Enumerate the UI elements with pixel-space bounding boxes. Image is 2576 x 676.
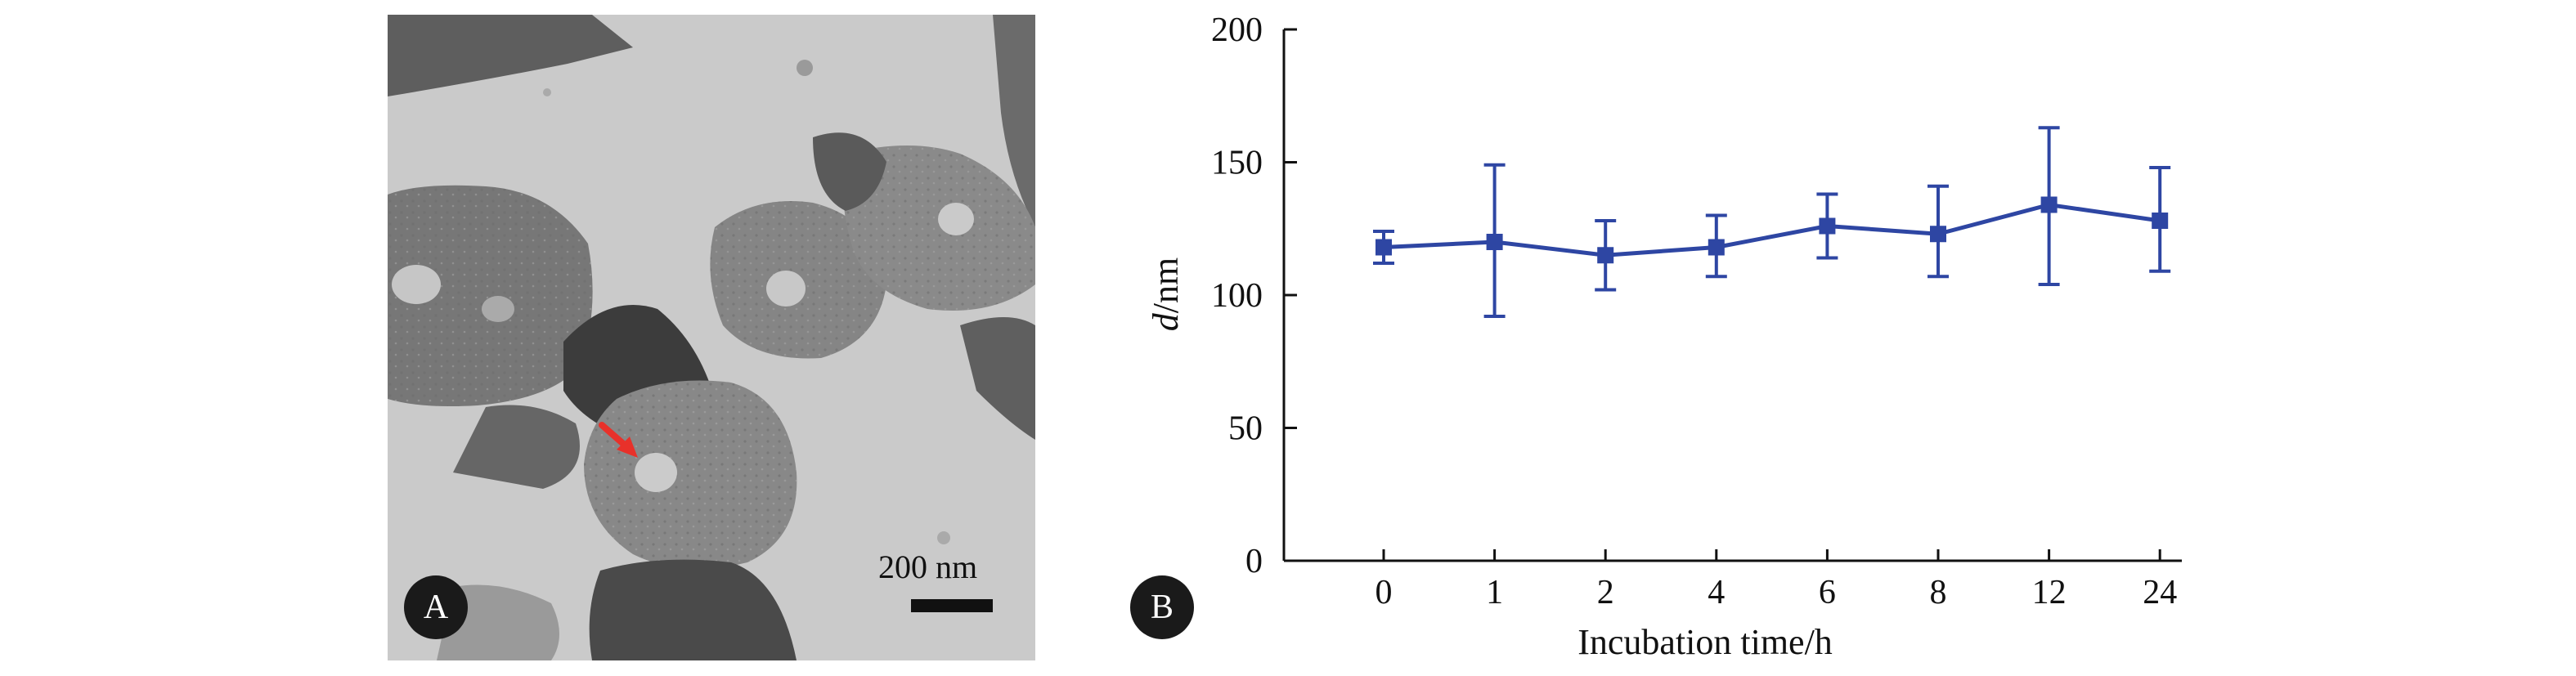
- y-tick-label: 0: [1245, 543, 1263, 580]
- x-axis-label: Incubation time/h: [1577, 622, 1833, 662]
- chart-series: [1373, 126, 2171, 318]
- y-tick-label: 100: [1211, 277, 1263, 315]
- x-tick-label: 2: [1597, 574, 1614, 611]
- x-tick-label: 8: [1930, 574, 1947, 611]
- scale-bar: [911, 599, 993, 612]
- x-tick-label: 0: [1376, 574, 1393, 611]
- y-tick-label: 200: [1211, 11, 1263, 49]
- series-line: [1383, 202, 2161, 257]
- y-axis-label: d/nm: [1146, 257, 1186, 331]
- data-point: [1376, 239, 1392, 256]
- panel-a-badge: A: [404, 575, 468, 639]
- x-tick-label: 24: [2143, 574, 2177, 611]
- data-point: [1597, 247, 1614, 264]
- y-tick-label: 150: [1211, 145, 1263, 182]
- tem-micrograph: [388, 15, 1035, 660]
- data-point: [1819, 217, 1836, 235]
- data-point: [1708, 239, 1725, 256]
- data-point: [2152, 213, 2169, 229]
- chart-axes: [1282, 29, 2182, 562]
- tem-image-panel: 200 nm A: [388, 15, 1035, 660]
- scale-bar-label: 200 nm: [878, 548, 978, 585]
- y-tick-label: 50: [1228, 410, 1263, 448]
- y-axis-label-symbol: d: [1146, 312, 1186, 331]
- x-tick-label: 12: [2032, 574, 2067, 611]
- data-point: [2040, 196, 2058, 213]
- data-point: [1486, 234, 1503, 250]
- x-tick-label: 4: [1708, 574, 1725, 611]
- x-tick-label: 6: [1819, 574, 1836, 611]
- y-axis-label-unit: /nm: [1146, 257, 1186, 313]
- x-tick-label: 1: [1486, 574, 1503, 611]
- panel-b-badge: B: [1130, 575, 1194, 639]
- data-point: [1930, 226, 1946, 243]
